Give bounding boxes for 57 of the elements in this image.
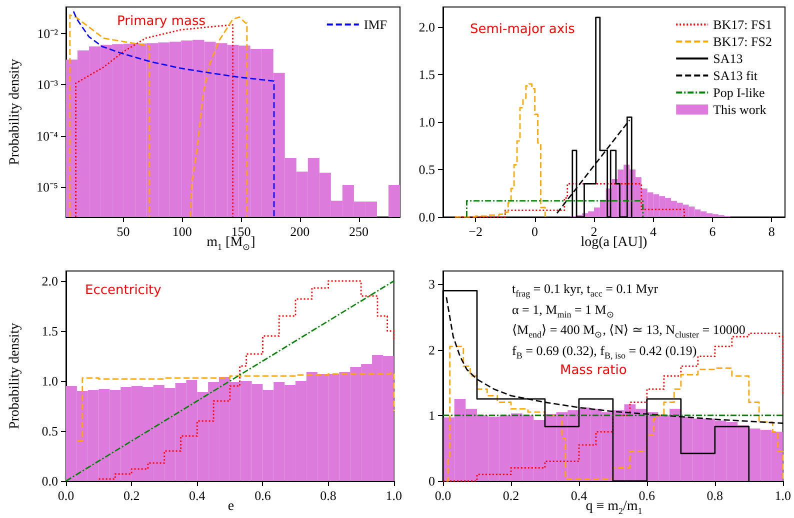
text: Primary mass (117, 14, 206, 29)
x-tick-label: 0.8 (320, 488, 336, 503)
x-tick-label: 4 (650, 224, 657, 239)
annotation: ⟨M$_{end}$⟩ = 400 M$_{⊙}$, ⟨N⟩ ≃ 13, N$_{cluster}$ = 10000 (512, 322, 746, 340)
x-tick-label: 0.2 (123, 488, 140, 503)
line-series (72, 10, 275, 218)
x-tick-label: 0.0 (58, 488, 74, 503)
y-tick-label: 1.0 (418, 114, 435, 130)
y-tick-label: 10⁻⁴ (36, 128, 58, 144)
x-tick-label: 250 (349, 224, 369, 239)
text: Semi-major axis (470, 22, 576, 37)
x-tick-label: 1.0 (774, 488, 791, 503)
x-tick-label: 200 (290, 224, 310, 239)
text: Eccentricity (85, 283, 162, 298)
annotation: α = 1, M$_{min}$ = 1 M$_{⊙}$ (512, 302, 614, 320)
x-tick-label: 0.2 (502, 488, 520, 503)
legend-label: IMF (364, 17, 388, 32)
y-tick-label: 0.5 (42, 424, 58, 438)
y-tick-label: 0.5 (418, 162, 435, 177)
legend-label: SA13 (713, 51, 743, 66)
y-tick-label: 2 (428, 342, 435, 358)
legend-label: Pop I-like (713, 85, 765, 100)
legend-label: BK17: FS2 (713, 34, 772, 49)
x-tick-label: 0.4 (570, 488, 588, 503)
x-axis-title: m$_{1}$ [M$_{⊙}$] (206, 235, 256, 252)
y-tick-label: 3 (428, 276, 435, 292)
y-tick-label: 2.0 (418, 19, 435, 34)
x-tick-label: 0.8 (706, 488, 724, 503)
y-tick-label: 0.0 (418, 210, 435, 224)
y-axis-title: Probability density (8, 322, 22, 430)
y-tick-label: 2.0 (42, 274, 58, 288)
y-tick-label: 1 (428, 408, 435, 423)
legend-label: SA13 fit (713, 68, 758, 83)
legend-label: BK17: FS1 (713, 17, 772, 32)
annotation: f$_{B}$ = 0.69 (0.32), f$_{B, iso}$ = 0.42 (0.19) (512, 342, 697, 360)
x-tick-label: −2 (468, 224, 482, 239)
x-tick-label: 0.4 (189, 488, 206, 503)
x-tick-label: 100 (172, 224, 192, 239)
x-tick-label: 50 (116, 224, 130, 239)
x-axis-title: e (228, 499, 234, 514)
y-tick-label: 10⁻⁵ (36, 180, 58, 195)
y-tick-label: 10⁻² (37, 26, 58, 42)
legend-label: This work (713, 102, 767, 117)
y-tick-label: 1.5 (418, 66, 435, 82)
y-tick-label: 10⁻³ (37, 77, 58, 92)
y-axis-title: Probability density (8, 58, 22, 166)
y-tick-label: 0.0 (42, 474, 58, 488)
x-tick-label: 1.0 (386, 488, 402, 503)
x-tick-label: 6 (709, 224, 716, 239)
y-tick-label: 1.5 (42, 324, 58, 338)
x-tick-label: 8 (768, 224, 775, 239)
y-tick-label: 1.0 (42, 374, 58, 388)
y-tick-label: 0 (428, 474, 435, 488)
text: Mass ratio (560, 363, 627, 378)
x-tick-label: 0.6 (254, 488, 272, 503)
x-tick-label: 0 (532, 224, 538, 239)
annotation: t$_{frag}$ = 0.1 kyr, t$_{acc}$ = 0.1 Myr (512, 281, 658, 299)
